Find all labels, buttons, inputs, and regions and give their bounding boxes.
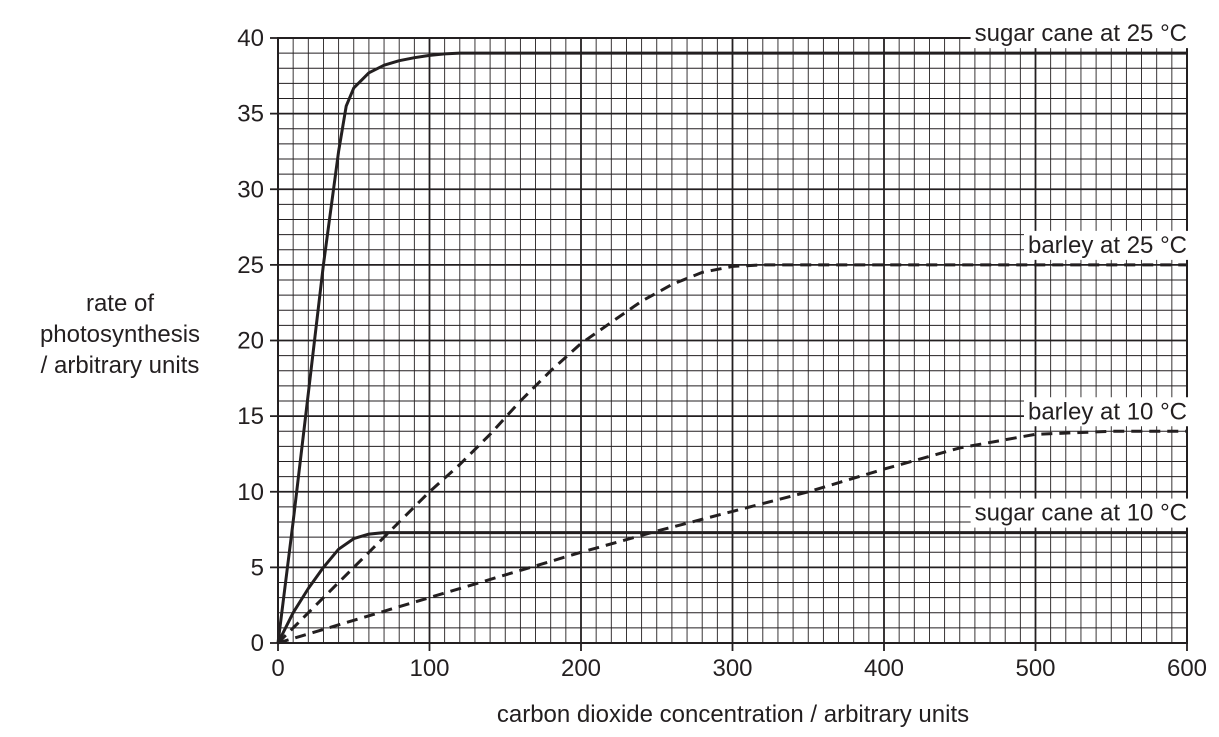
series-annotation-4: sugar cane at 10 °C xyxy=(975,500,1187,527)
x-tick-label: 0 xyxy=(271,655,284,682)
y-axis-title-line-2: photosynthesis xyxy=(39,321,201,348)
series-line-4 xyxy=(276,531,1187,644)
y-tick-label: 20 xyxy=(237,328,264,355)
y-tick-label: 40 xyxy=(237,25,264,52)
x-tick-label: 500 xyxy=(1015,655,1055,682)
y-axis-title: rate of photosynthesis / arbitrary units xyxy=(0,288,240,381)
series-line-3 xyxy=(277,429,1187,645)
series-annotation-background xyxy=(970,19,1189,49)
series-annotation-background xyxy=(970,498,1189,528)
y-axis-title-line-1: rate of xyxy=(85,290,155,317)
y-tick-label: 35 xyxy=(237,101,264,128)
y-tick-label: 25 xyxy=(237,252,264,279)
series-line-2 xyxy=(276,263,1187,645)
series-annotation-background xyxy=(1023,230,1189,260)
x-tick-label: 300 xyxy=(712,655,752,682)
series-annotation-3: barley at 10 °C xyxy=(1028,398,1187,425)
x-tick-label: 400 xyxy=(864,655,904,682)
y-tick-label: 15 xyxy=(237,403,264,430)
series-annotations: sugar cane at 25 °C barley at 25 °C barley… xyxy=(970,19,1189,528)
x-tick-labels: 0 100 200 300 400 500 600 xyxy=(271,643,1207,682)
x-axis-title: carbon dioxide concentration / arbitrary… xyxy=(497,701,969,728)
series-annotation-1: sugar cane at 25 °C xyxy=(975,20,1187,47)
series-line-1 xyxy=(276,51,1187,644)
x-tick-label: 600 xyxy=(1167,655,1207,682)
y-tick-labels: 0 5 10 15 20 25 30 35 40 xyxy=(237,25,278,657)
y-tick-label: 30 xyxy=(237,176,264,203)
y-axis-title-line-3: / arbitrary units xyxy=(40,352,200,379)
series-annotation-2: barley at 25 °C xyxy=(1028,232,1187,259)
series-annotation-background xyxy=(1023,397,1189,427)
y-tick-label: 5 xyxy=(251,554,264,581)
x-tick-label: 200 xyxy=(561,655,601,682)
series-layer xyxy=(276,51,1187,645)
y-tick-label: 10 xyxy=(237,479,264,506)
x-tick-label: 100 xyxy=(409,655,449,682)
y-tick-label: 0 xyxy=(251,630,264,657)
